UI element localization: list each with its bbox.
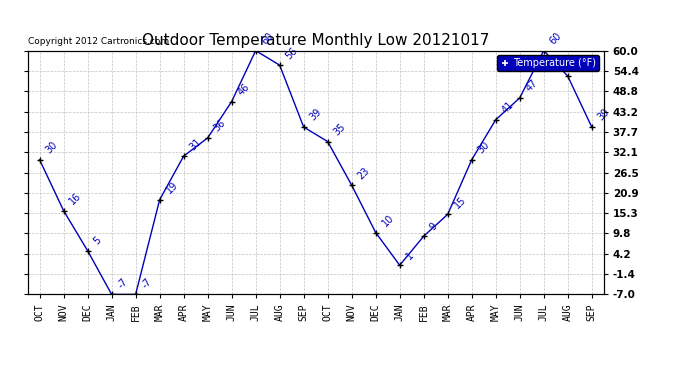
- Text: 19: 19: [164, 180, 179, 196]
- Text: 41: 41: [500, 100, 515, 116]
- Text: 1: 1: [404, 250, 415, 261]
- Text: -7: -7: [116, 276, 130, 290]
- Text: Copyright 2012 Cartronics.com: Copyright 2012 Cartronics.com: [28, 37, 169, 46]
- Text: 39: 39: [596, 107, 611, 123]
- Text: 23: 23: [356, 165, 372, 181]
- Text: 30: 30: [43, 140, 59, 156]
- Text: 53: 53: [572, 56, 588, 72]
- Text: -7: -7: [140, 276, 154, 290]
- Text: 16: 16: [68, 191, 83, 207]
- Text: 39: 39: [308, 107, 324, 123]
- Title: Outdoor Temperature Monthly Low 20121017: Outdoor Temperature Monthly Low 20121017: [142, 33, 489, 48]
- Text: 5: 5: [92, 235, 104, 246]
- Text: 36: 36: [212, 118, 228, 134]
- Text: 31: 31: [188, 136, 204, 152]
- Legend: Temperature (°F): Temperature (°F): [497, 56, 599, 71]
- Text: 30: 30: [476, 140, 491, 156]
- Text: 10: 10: [380, 213, 395, 228]
- Text: 46: 46: [236, 82, 252, 98]
- Text: 56: 56: [284, 45, 299, 61]
- Text: 15: 15: [452, 194, 468, 210]
- Text: 60: 60: [548, 31, 564, 46]
- Text: 47: 47: [524, 78, 540, 94]
- Text: 60: 60: [260, 31, 275, 46]
- Text: 35: 35: [332, 122, 348, 137]
- Text: 9: 9: [428, 220, 440, 232]
